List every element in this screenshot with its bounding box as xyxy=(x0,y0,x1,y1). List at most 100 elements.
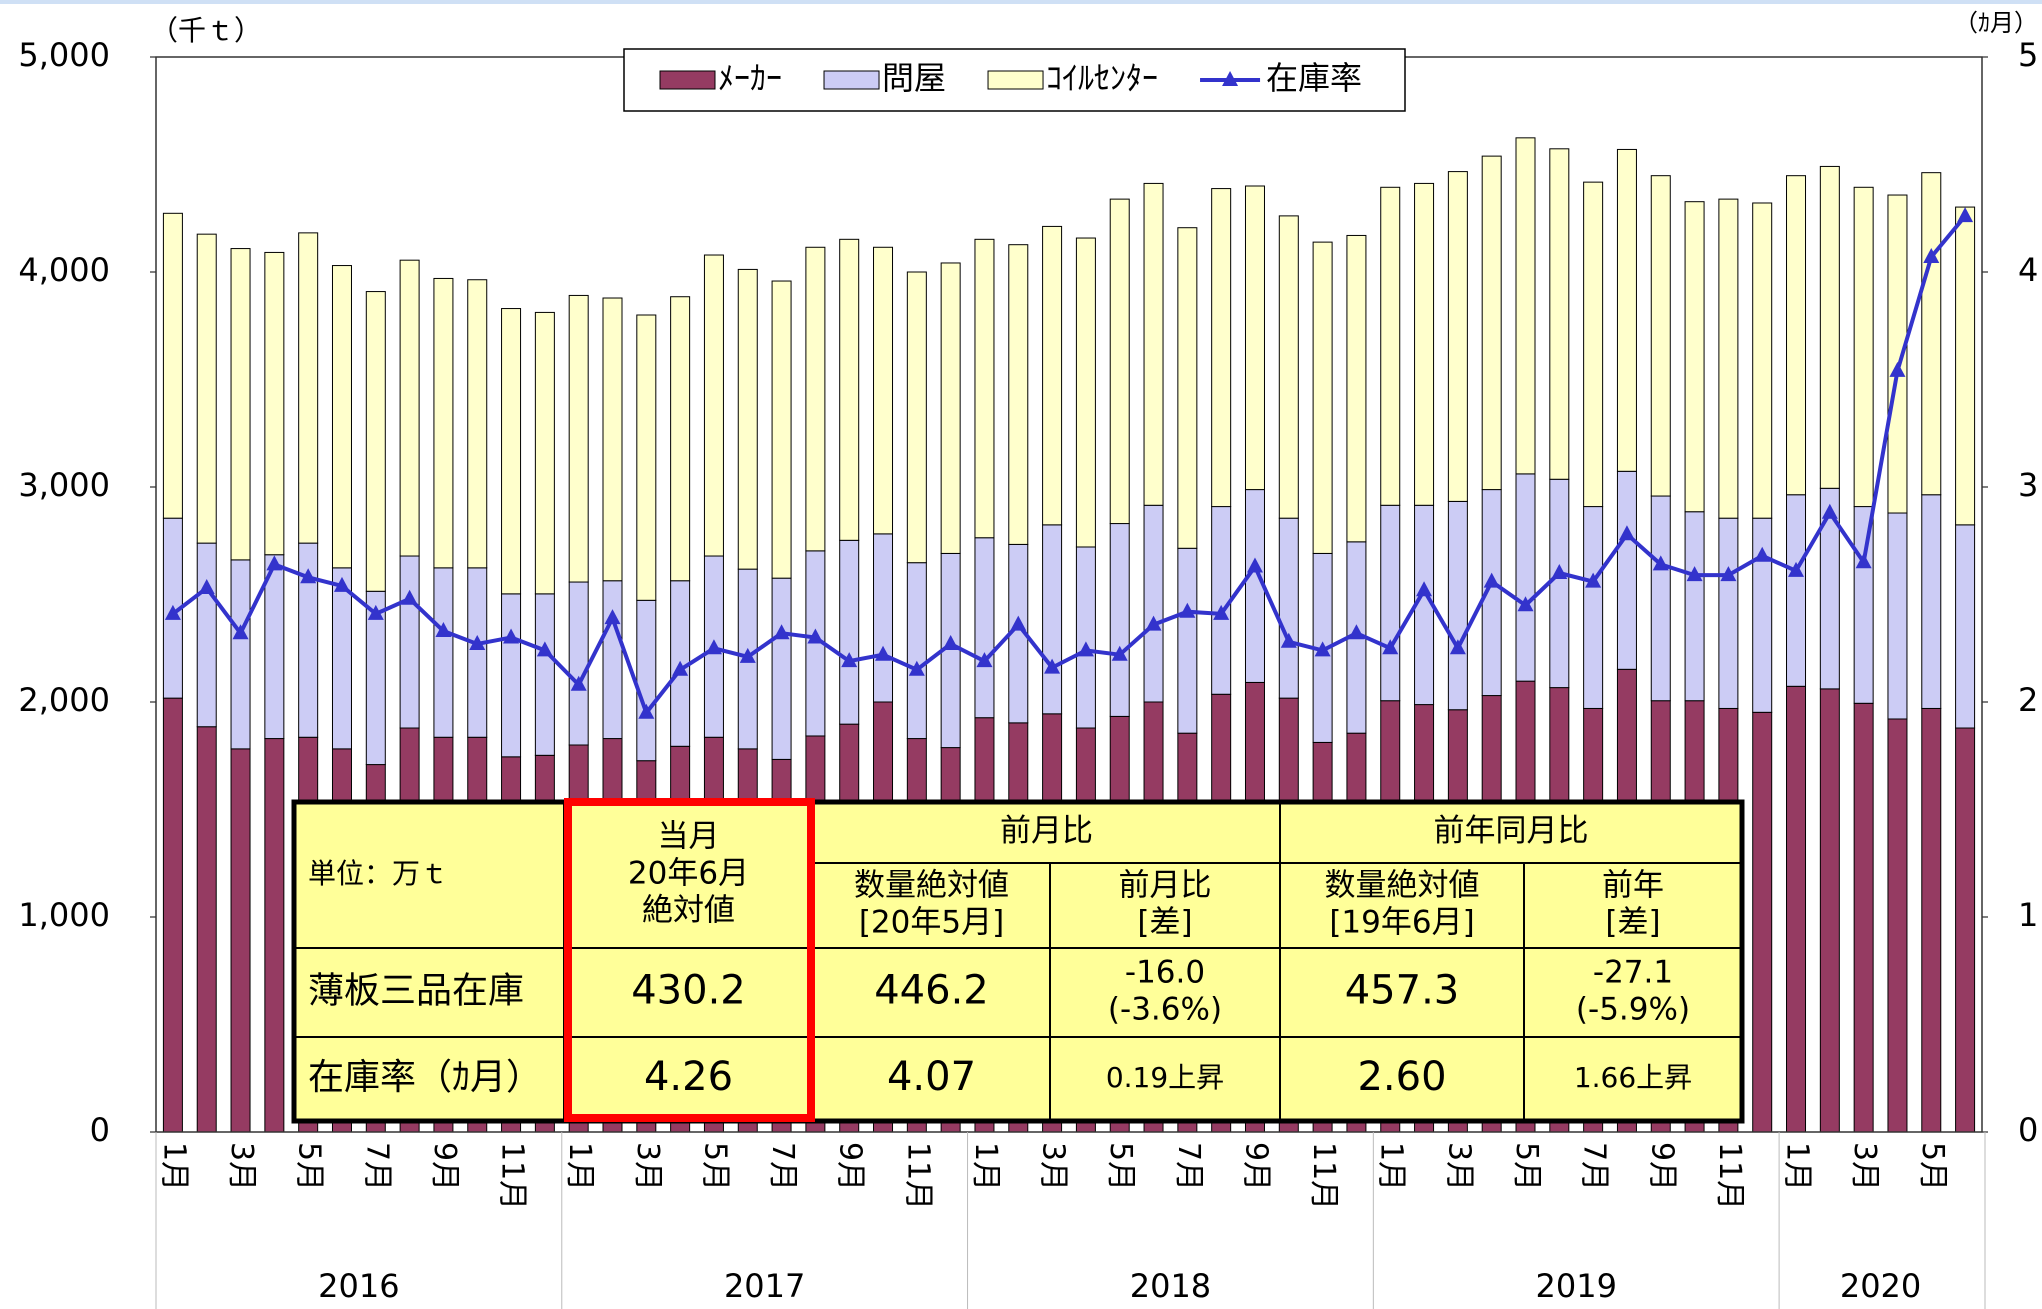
bar xyxy=(1786,494,1807,687)
bar xyxy=(1549,148,1570,480)
marker xyxy=(570,675,587,691)
bar xyxy=(1042,524,1063,715)
marker xyxy=(367,604,384,620)
table-cell: 薄板三品在庫 xyxy=(308,971,524,1012)
bar xyxy=(1380,186,1401,506)
bar xyxy=(873,533,894,703)
bar xyxy=(1819,165,1840,489)
table-cell: [19年6月] xyxy=(1329,905,1474,941)
table-cell: 絶対値 xyxy=(642,893,735,929)
x-tick-label: 1月 xyxy=(968,1142,1003,1191)
marker xyxy=(333,576,350,592)
marker xyxy=(1111,645,1128,661)
bar xyxy=(1616,470,1637,670)
bar xyxy=(1515,137,1536,475)
bar xyxy=(196,542,217,728)
x-tick-label: 1月 xyxy=(1780,1142,1815,1191)
marker xyxy=(1348,624,1365,640)
bar xyxy=(1244,185,1265,491)
bar xyxy=(602,580,623,740)
marker xyxy=(1855,553,1872,569)
table-cell: 前月比 xyxy=(1119,867,1212,903)
bar xyxy=(298,232,319,544)
bar xyxy=(940,262,961,554)
bar xyxy=(162,697,183,1133)
x-tick-label: 1月 xyxy=(1374,1142,1409,1191)
y-tick-label: 1,000 xyxy=(18,896,110,934)
marker xyxy=(1382,639,1399,655)
x-tick-label: 11月 xyxy=(1712,1142,1747,1210)
bar xyxy=(331,265,352,569)
marker xyxy=(536,641,553,657)
bar xyxy=(703,254,724,557)
table-cell: 前年 xyxy=(1602,867,1664,903)
marker xyxy=(807,628,824,644)
marker xyxy=(1246,557,1263,573)
bar xyxy=(399,555,420,729)
marker xyxy=(976,652,993,668)
marker xyxy=(1044,658,1061,674)
bar xyxy=(1955,524,1976,729)
bar xyxy=(1616,148,1637,472)
table-cell: [20年5月] xyxy=(859,905,1004,941)
table-cell: 430.2 xyxy=(631,968,746,1014)
y-tick-label: 2,000 xyxy=(18,681,110,719)
bar xyxy=(1718,517,1739,709)
x-tick-label: 11月 xyxy=(1306,1142,1341,1210)
marker xyxy=(232,624,249,640)
legend-label: ｺｲﾙｾﾝﾀｰ xyxy=(1046,59,1158,97)
legend-swatch xyxy=(987,70,1044,90)
x-tick-label: 11月 xyxy=(495,1142,530,1210)
marker xyxy=(503,628,520,644)
bar xyxy=(467,567,488,738)
legend-label: 在庫率 xyxy=(1266,59,1362,97)
bar xyxy=(1921,172,1942,496)
bar xyxy=(196,233,217,544)
table-cell: 4.07 xyxy=(887,1054,976,1100)
table-cell: 0.19上昇 xyxy=(1106,1061,1224,1094)
x-tick-label: 5月 xyxy=(1509,1142,1544,1191)
table-cell: 単位：万ｔ xyxy=(308,857,448,890)
marker xyxy=(1652,555,1669,571)
bar xyxy=(501,308,522,595)
bar xyxy=(1549,478,1570,689)
year-label: 2017 xyxy=(724,1267,805,1305)
y2-tick-label: 3 xyxy=(2018,466,2038,504)
bar xyxy=(1278,215,1299,519)
bar xyxy=(1447,500,1468,711)
bar xyxy=(1955,727,1976,1133)
bar xyxy=(433,567,454,738)
x-tick-label: 5月 xyxy=(292,1142,327,1191)
x-tick-label: 3月 xyxy=(1036,1142,1071,1191)
bar xyxy=(1786,175,1807,496)
bar xyxy=(1075,546,1096,729)
year-label: 2020 xyxy=(1840,1267,1921,1305)
table-cell: 446.2 xyxy=(874,968,989,1014)
marker xyxy=(164,604,181,620)
bar xyxy=(1211,188,1232,508)
marker xyxy=(266,555,283,571)
bar xyxy=(906,562,927,740)
y2-tick-label: 1 xyxy=(2018,896,2038,934)
bar xyxy=(974,537,995,719)
marker xyxy=(1010,615,1027,631)
bar xyxy=(1109,198,1130,525)
bar xyxy=(568,581,589,746)
bar xyxy=(1887,194,1908,514)
x-tick-label: 3月 xyxy=(1441,1142,1476,1191)
bar xyxy=(602,297,623,582)
marker xyxy=(672,660,689,676)
bar xyxy=(1887,512,1908,720)
table-cell: 2.60 xyxy=(1357,1054,1446,1100)
marker xyxy=(1483,572,1500,588)
marker xyxy=(1179,602,1196,618)
legend-label: 問屋 xyxy=(882,59,946,97)
bar xyxy=(162,212,183,519)
bar xyxy=(1887,718,1908,1133)
y-tick-label: 3,000 xyxy=(18,466,110,504)
bar xyxy=(196,726,217,1133)
bar xyxy=(771,577,792,760)
bar xyxy=(1177,547,1198,734)
